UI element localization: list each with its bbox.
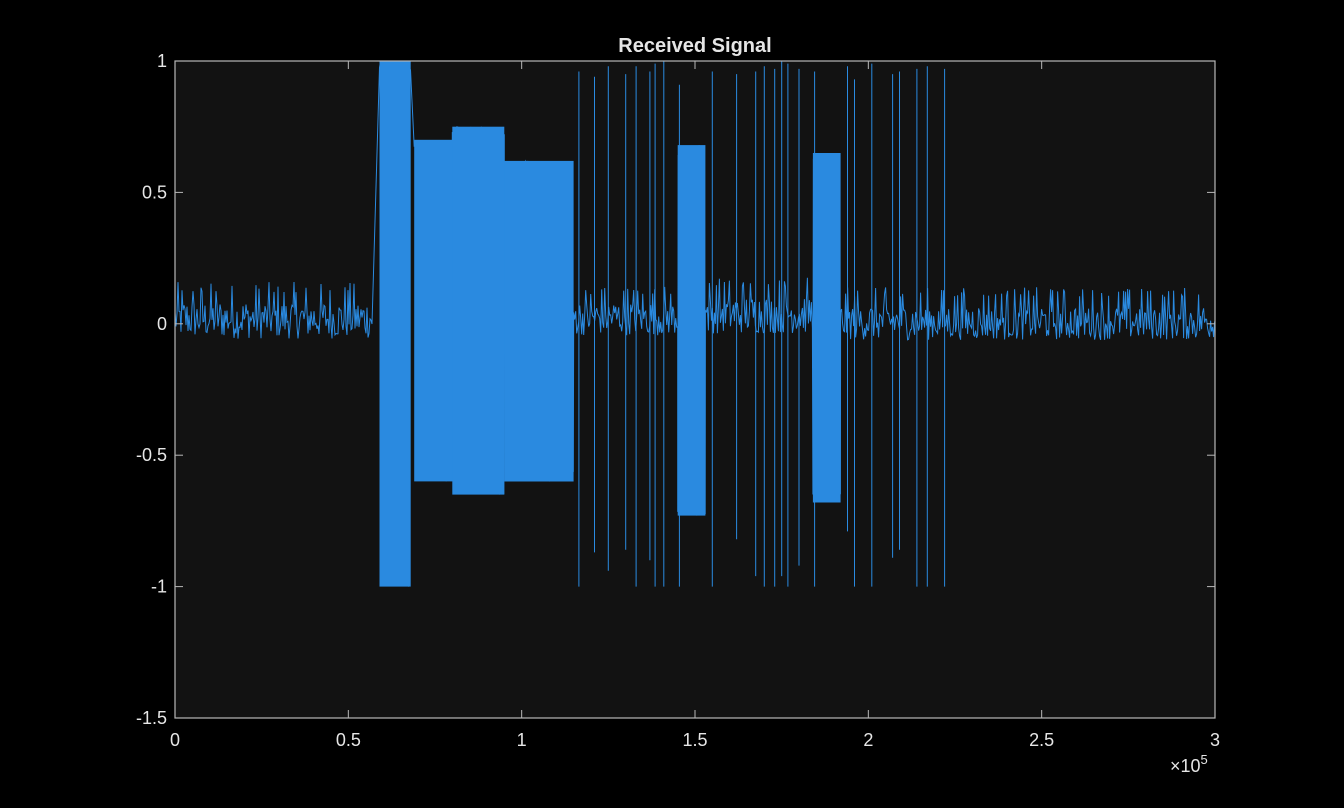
x-tick-label-3: 1.5 [682,730,707,750]
x-tick-label-6: 3 [1210,730,1220,750]
x-axis-exponent: ×105 [1170,752,1208,776]
signal-burst-8 [812,153,841,503]
x-tick-label-5: 2.5 [1029,730,1054,750]
signal-burst-1 [379,61,411,587]
y-tick-label-5: -1.5 [136,708,167,728]
x-tick-label-1: 0.5 [336,730,361,750]
signal-burst-3 [452,126,505,495]
axes-ticks: 0 0.5 1 1.5 2 2.5 3 1 0.5 0 -0.5 -1 -1.5 [136,51,1220,750]
x-tick-label-0: 0 [170,730,180,750]
plot-area [174,61,1216,587]
x-tick-label-2: 1 [517,730,527,750]
y-tick-label-4: -1 [151,577,167,597]
y-tick-label-2: 0 [157,314,167,334]
signal-burst-2 [414,139,453,482]
chart-title: Received Signal [618,35,771,57]
signal-burst-4 [504,160,574,482]
y-tick-label-0: 1 [157,51,167,71]
y-tick-label-1: 0.5 [142,182,167,202]
signal-burst-6 [677,145,706,516]
x-tick-label-4: 2 [863,730,873,750]
y-tick-label-3: -0.5 [136,445,167,465]
